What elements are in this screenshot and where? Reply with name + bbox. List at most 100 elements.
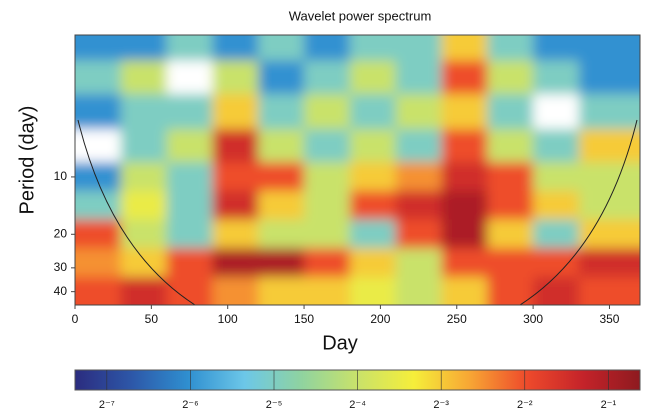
chart-title: Wavelet power spectrum	[289, 8, 432, 23]
heat-cell	[395, 35, 442, 61]
heat-cell	[578, 219, 640, 249]
x-axis-label: Day	[322, 332, 358, 354]
heat-cell	[349, 94, 397, 130]
heat-cell	[120, 248, 168, 278]
heat-cell	[166, 129, 213, 163]
heat-cell	[441, 190, 488, 221]
heat-cell	[304, 248, 351, 278]
heat-cell	[75, 162, 122, 192]
heat-cell	[487, 35, 534, 61]
y-tick-label: 20	[54, 226, 68, 240]
heat-cell	[533, 94, 580, 130]
heat-cell	[166, 94, 213, 130]
heat-cell	[120, 219, 168, 249]
heat-cell	[578, 276, 640, 305]
heat-cell	[120, 162, 168, 192]
heat-cell	[258, 190, 305, 221]
heat-cell	[120, 129, 168, 163]
heat-cell	[304, 276, 351, 305]
heat-cell	[258, 162, 305, 192]
heat-cell	[441, 162, 488, 192]
heat-cell	[395, 276, 442, 305]
y-tick-label: 30	[54, 260, 68, 274]
heat-cell	[533, 162, 580, 192]
y-tick-label: 40	[54, 284, 68, 298]
heat-cell	[349, 35, 397, 61]
heat-cell	[395, 129, 442, 163]
heat-cell	[395, 219, 442, 249]
heat-cell	[212, 276, 259, 305]
heat-cell	[212, 129, 259, 163]
colorbar-tick-label: 2⁻¹	[601, 399, 617, 411]
heat-cell	[487, 162, 534, 192]
heat-cell	[533, 219, 580, 249]
x-tick-label: 250	[447, 312, 467, 326]
heat-cell	[441, 248, 488, 278]
colorbar-tick-label: 2⁻⁷	[99, 399, 115, 411]
x-tick-label: 350	[599, 312, 619, 326]
heat-cell	[75, 129, 122, 163]
heat-cell	[212, 35, 259, 61]
heat-cell	[487, 190, 534, 221]
heat-cell	[166, 35, 213, 61]
heat-cell	[395, 60, 442, 95]
y-axis-label: Period (day)	[16, 106, 38, 215]
heat-cell	[75, 35, 122, 61]
heat-cell	[349, 219, 397, 249]
heat-cell	[349, 276, 397, 305]
colorbar-tick-label: 2⁻⁶	[182, 399, 198, 411]
heat-cell	[212, 248, 259, 278]
heat-cell	[212, 190, 259, 221]
heat-cell	[578, 248, 640, 278]
heat-cell	[578, 190, 640, 221]
heat-cell	[258, 276, 305, 305]
heat-cell	[166, 276, 213, 305]
heat-cell	[533, 190, 580, 221]
heat-cell	[75, 248, 122, 278]
heat-cell	[487, 248, 534, 278]
heat-cell	[533, 60, 580, 95]
heat-cell	[395, 162, 442, 192]
heat-cell	[304, 219, 351, 249]
colorbar-tick-label: 2⁻³	[433, 399, 449, 411]
heat-cell	[166, 162, 213, 192]
heat-cell	[166, 60, 213, 95]
heat-cell	[487, 94, 534, 130]
colorbar-tick-label: 2⁻⁴	[349, 399, 366, 411]
x-tick-label: 100	[218, 312, 238, 326]
heat-cell	[258, 129, 305, 163]
heat-cell	[304, 94, 351, 130]
heat-cell	[75, 219, 122, 249]
heat-cell	[395, 94, 442, 130]
heat-cell	[166, 248, 213, 278]
heat-cell	[349, 248, 397, 278]
heat-cell	[304, 129, 351, 163]
colorbar-tick-label: 2⁻²	[517, 399, 533, 411]
heat-cell	[166, 190, 213, 221]
heat-cell	[166, 219, 213, 249]
heat-cell	[120, 60, 168, 95]
colorbar-tick-label: 2⁻⁵	[266, 399, 282, 411]
heat-cell	[578, 35, 640, 61]
heat-cell	[212, 94, 259, 130]
heat-cell	[578, 60, 640, 95]
heat-cell	[120, 94, 168, 130]
heat-cell	[533, 129, 580, 163]
heat-cell	[212, 219, 259, 249]
plot-frame	[74, 34, 641, 306]
heat-cell	[441, 94, 488, 130]
heat-cell	[487, 129, 534, 163]
heat-cell	[75, 94, 122, 130]
heat-cell	[258, 94, 305, 130]
heat-cell	[258, 60, 305, 95]
heat-cell	[533, 248, 580, 278]
heat-cell	[487, 276, 534, 305]
x-tick-label: 0	[72, 312, 79, 326]
heat-cell	[533, 35, 580, 61]
heat-cell	[533, 276, 580, 305]
heat-cell	[578, 94, 640, 130]
heat-cell	[258, 248, 305, 278]
y-tick-label: 10	[54, 169, 68, 183]
heat-cell	[441, 276, 488, 305]
